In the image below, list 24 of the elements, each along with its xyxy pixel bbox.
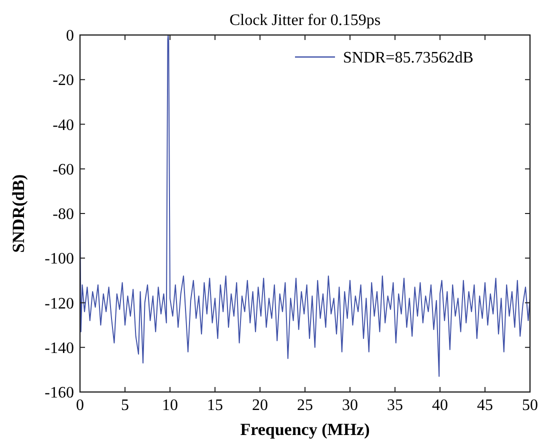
y-tick-label: -40 xyxy=(52,116,74,134)
y-tick-label: -60 xyxy=(52,161,74,178)
y-tick-label: -160 xyxy=(44,384,74,402)
x-tick-label: 35 xyxy=(387,397,403,414)
y-tick-label: -100 xyxy=(44,250,74,268)
chart-title: Clock Jitter for 0.159ps xyxy=(229,12,381,29)
legend-label: SNDR=85.73562dB xyxy=(343,50,474,67)
x-axis-title: Frequency (MHz) xyxy=(240,420,370,439)
x-tick-label: 15 xyxy=(207,397,223,414)
x-tick-label: 40 xyxy=(432,397,448,414)
x-tick-label: 25 xyxy=(297,397,313,414)
x-tick-label: 45 xyxy=(477,397,493,414)
y-tick-label: -20 xyxy=(52,72,74,90)
line-series xyxy=(80,34,530,377)
y-tick-label: -80 xyxy=(52,206,74,224)
x-tick-label: 10 xyxy=(162,397,178,414)
y-tick-label: -120 xyxy=(44,295,74,312)
y-tick-label: -140 xyxy=(44,340,74,357)
y-axis-title: SNDR(dB) xyxy=(9,174,28,253)
x-tick-label: 20 xyxy=(252,397,268,414)
x-tick-label: 30 xyxy=(342,397,358,414)
x-tick-label: 50 xyxy=(522,397,538,414)
y-tick-label: 0 xyxy=(66,28,74,45)
x-tick-label: 5 xyxy=(121,397,129,414)
